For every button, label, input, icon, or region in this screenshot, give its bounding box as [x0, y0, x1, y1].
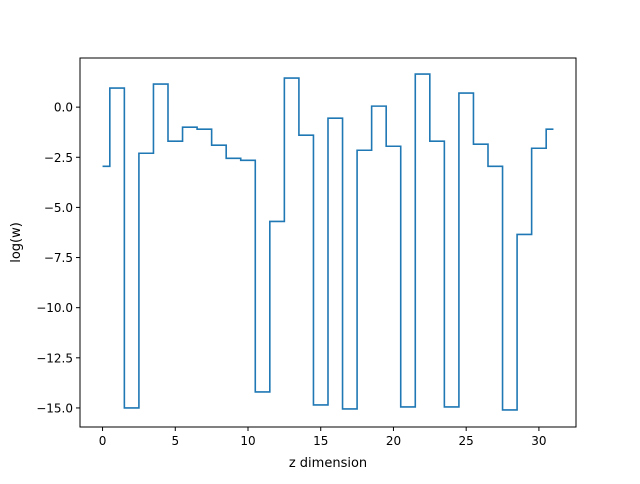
axes-frame	[79, 57, 577, 428]
y-tick-label: −5.0	[44, 201, 73, 215]
y-tick-label: −10.0	[36, 301, 73, 315]
plot-area	[102, 73, 554, 411]
y-tick-label: −2.5	[44, 151, 73, 165]
y-tick-label: −7.5	[44, 251, 73, 265]
series-step-line	[102, 73, 554, 411]
x-axis-label: z dimension	[289, 456, 367, 471]
y-tick-label: −12.5	[36, 351, 73, 365]
x-tick-label: 20	[386, 434, 401, 448]
x-tick-label: 0	[99, 434, 107, 448]
x-tick-label: 15	[313, 434, 328, 448]
x-tick-label: 25	[459, 434, 474, 448]
y-axis: 0.0 −2.5 −5.0 −7.5 −10.0 −12.5 −15.0	[36, 101, 80, 415]
x-axis: 0 5 10 15 20 25 30	[99, 427, 547, 448]
x-tick-label: 10	[240, 434, 255, 448]
y-tick-label: 0.0	[54, 101, 73, 115]
y-tick-label: −15.0	[36, 401, 73, 415]
y-axis-label: log(w)	[9, 222, 24, 263]
x-tick-label: 5	[171, 434, 179, 448]
x-tick-label: 30	[531, 434, 546, 448]
